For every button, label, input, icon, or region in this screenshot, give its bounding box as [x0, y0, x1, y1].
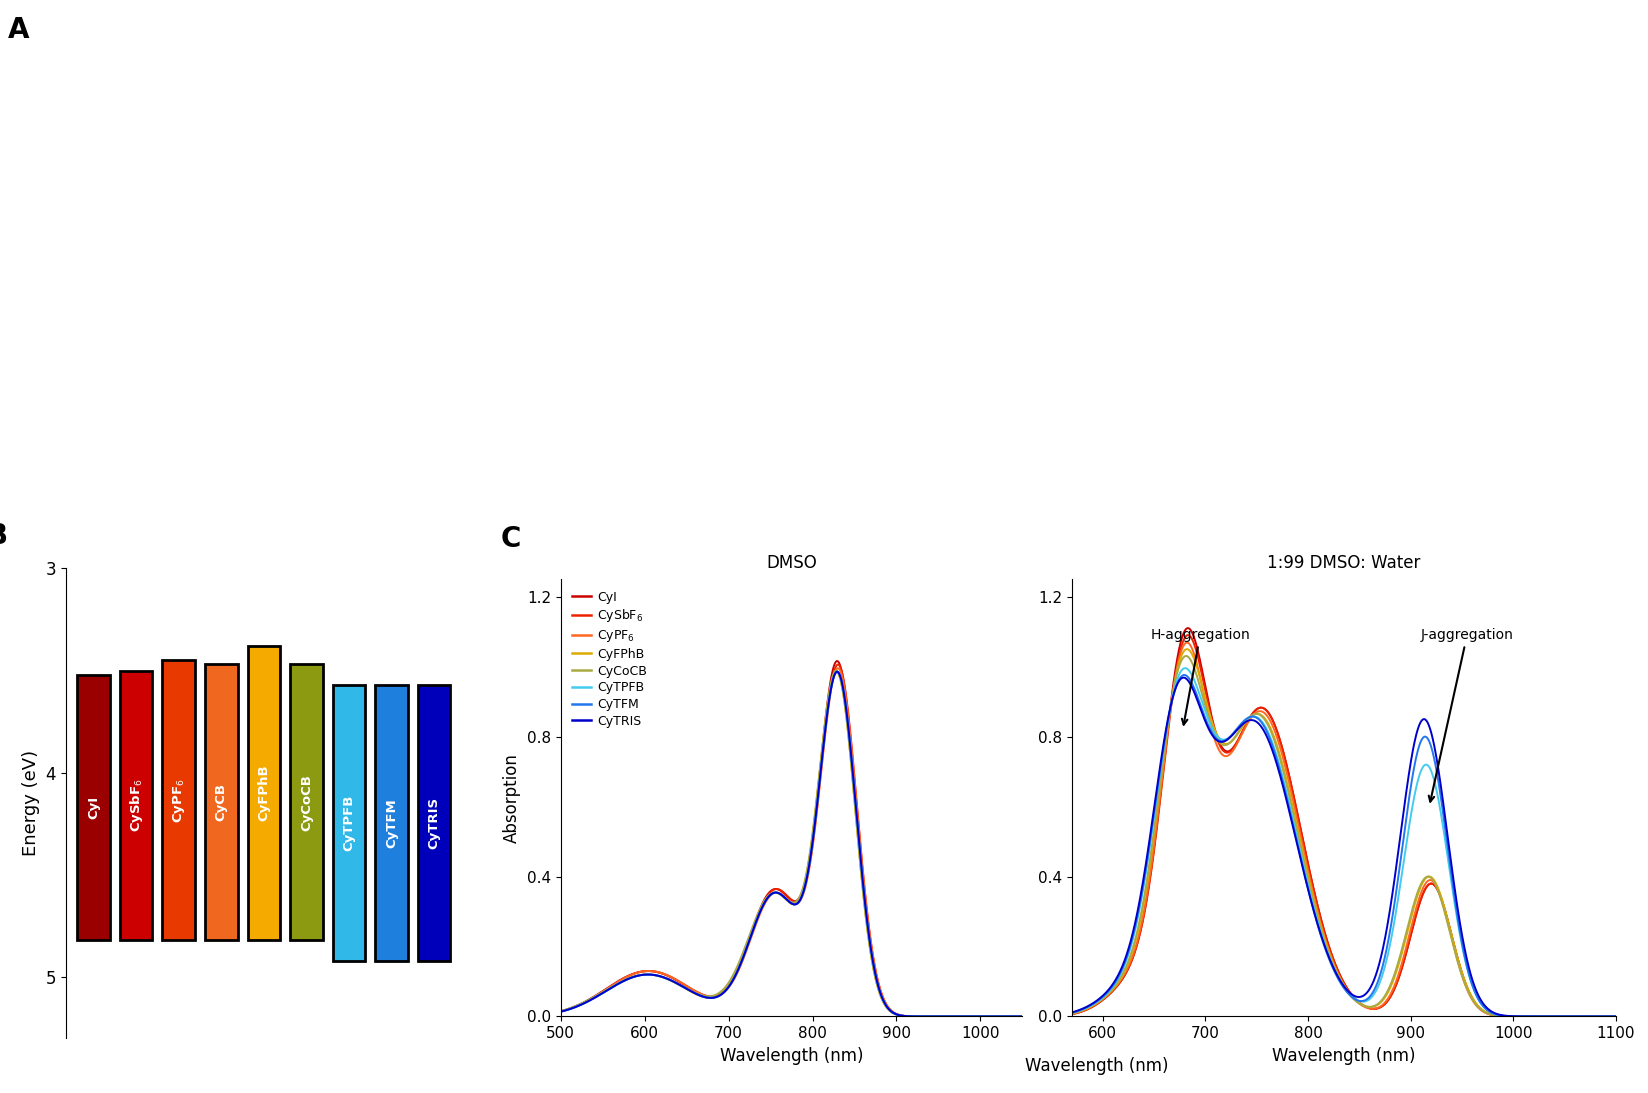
FancyBboxPatch shape: [417, 685, 450, 961]
Text: CyTRIS: CyTRIS: [427, 797, 440, 849]
Text: CyTPFB: CyTPFB: [343, 795, 356, 851]
FancyBboxPatch shape: [376, 685, 407, 961]
Text: CyCoCB: CyCoCB: [300, 774, 313, 831]
Text: H-aggregation: H-aggregation: [1150, 627, 1249, 725]
FancyBboxPatch shape: [204, 665, 237, 940]
Y-axis label: Energy (eV): Energy (eV): [21, 750, 40, 857]
FancyBboxPatch shape: [77, 674, 110, 940]
Text: CyI: CyI: [87, 796, 101, 819]
Text: CySbF$_6$: CySbF$_6$: [127, 778, 145, 832]
Text: B: B: [0, 521, 8, 550]
Text: A: A: [8, 16, 30, 45]
X-axis label: Wavelength (nm): Wavelength (nm): [719, 1047, 864, 1065]
Title: 1:99 DMSO: Water: 1:99 DMSO: Water: [1266, 554, 1421, 572]
Title: DMSO: DMSO: [766, 554, 816, 572]
FancyBboxPatch shape: [290, 665, 323, 940]
FancyBboxPatch shape: [162, 660, 194, 940]
FancyBboxPatch shape: [333, 685, 366, 961]
Text: CyFPhB: CyFPhB: [257, 765, 270, 822]
Text: CyTFM: CyTFM: [386, 798, 397, 848]
Text: J-aggregation: J-aggregation: [1421, 627, 1513, 801]
Text: C: C: [501, 525, 521, 553]
FancyBboxPatch shape: [247, 646, 280, 940]
X-axis label: Wavelength (nm): Wavelength (nm): [1271, 1047, 1416, 1065]
Y-axis label: Absorption: Absorption: [503, 753, 521, 843]
FancyBboxPatch shape: [120, 670, 152, 940]
Text: CyCB: CyCB: [214, 784, 227, 821]
Text: CyPF$_6$: CyPF$_6$: [171, 778, 186, 823]
Text: Wavelength (nm): Wavelength (nm): [1023, 1057, 1168, 1076]
Legend: CyI, CySbF$_6$, CyPF$_6$, CyFPhB, CyCoCB, CyTPFB, CyTFM, CyTRIS: CyI, CySbF$_6$, CyPF$_6$, CyFPhB, CyCoCB…: [567, 586, 651, 732]
